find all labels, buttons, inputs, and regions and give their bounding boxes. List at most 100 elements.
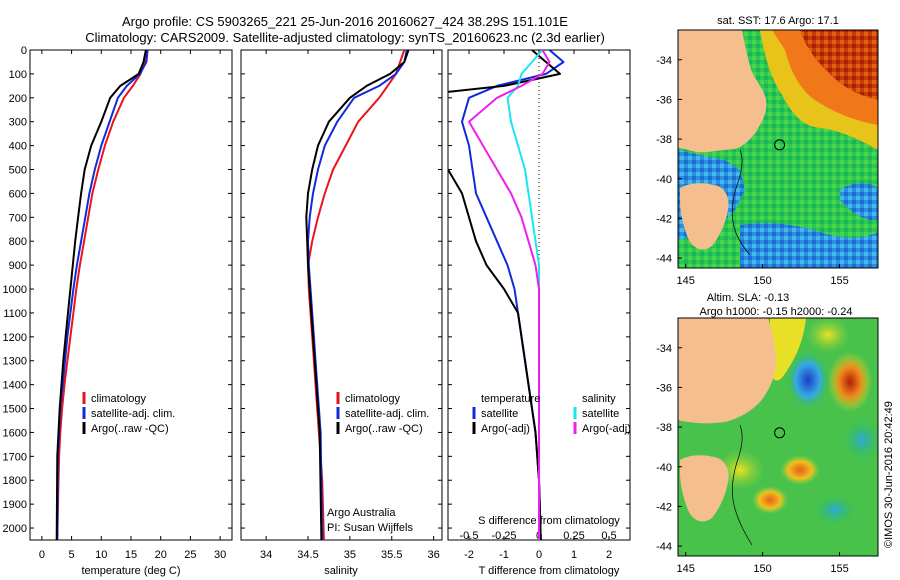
sla-field [678, 318, 878, 556]
sla-map-ticks: 145 150 155 -34 -36 -38 -40 -42 -44 [656, 343, 849, 575]
sst-field [678, 30, 878, 268]
s-tick-label: 0.5 [601, 530, 616, 542]
annotation-argo-australia: Argo Australia [327, 507, 396, 519]
legend-header-temperature: temperature [481, 393, 540, 405]
legend-label-satellite-clim: satellite-adj. clim. [91, 408, 175, 420]
depth-tick-label: 1600 [3, 427, 27, 439]
sst-cold-patch-south [740, 223, 878, 268]
x-tick-label: 15 [125, 549, 137, 561]
s-tick-label: 0.25 [563, 530, 584, 542]
sla-low-anomaly [786, 350, 830, 410]
salinity-axes [240, 49, 443, 541]
lat-tick-label: -34 [656, 55, 672, 67]
series-argo-adj--line [448, 50, 561, 540]
depth-tick-label: 1200 [3, 332, 27, 344]
temperature-axes [29, 49, 233, 541]
lat-tick-label: -38 [656, 134, 672, 146]
lon-tick-label: 145 [677, 563, 695, 575]
sla-map-title-1: Altim. SLA: -0.13 [707, 292, 790, 304]
series-climatology-line [56, 50, 148, 540]
temperature-panel: 0 5 10 15 20 25 30 [39, 50, 226, 561]
sla-orange-patch [780, 455, 820, 485]
x-tick-label: 0 [536, 549, 542, 561]
depth-tick-label: 200 [9, 93, 27, 105]
imos-credit: ©IMOS 30-Jun-2016 20:42:49 [883, 401, 895, 548]
depth-tick-label: 100 [9, 69, 27, 81]
sla-map-title-2: Argo h1000: -0.15 h2000: -0.24 [700, 306, 853, 318]
sla-mainland [678, 318, 776, 424]
salinity-panel: 34 34.5 35 35.5 36 [260, 50, 440, 561]
sla-isobath [732, 424, 753, 546]
salinity-xlabel: salinity [324, 565, 358, 577]
x-tick-label: 5 [69, 549, 75, 561]
sst-map-frame [677, 29, 879, 269]
depth-tick-label: 900 [9, 260, 27, 272]
sst-map: sat. SST: 17.6 Argo: 17.1 145 150 155 -34 -3… [656, 15, 879, 287]
series-group [448, 50, 565, 540]
legend-label-argo: Argo(..raw -QC) [91, 423, 169, 435]
x-tick-label: 0 [39, 549, 45, 561]
series-argo-adj--line [468, 50, 551, 540]
lat-tick-label: -34 [656, 343, 672, 355]
depth-tick-label: 1400 [3, 380, 27, 392]
legend-label-t-argo: Argo(-adj) [481, 423, 530, 435]
depth-tick-label: 0 [21, 45, 27, 57]
figure-title-line1: Argo profile: CS 5903265_221 25-Jun-2016… [122, 14, 568, 29]
sla-yellow-patch [806, 318, 850, 353]
depth-tick-label: 2000 [3, 523, 27, 535]
series-group [55, 50, 149, 540]
lon-tick-label: 150 [753, 275, 771, 287]
depth-tick-label: 1800 [3, 475, 27, 487]
x-tick-label: 34 [260, 549, 272, 561]
lat-tick-label: -44 [656, 541, 672, 553]
depth-tick-label: 500 [9, 165, 27, 177]
x-tick-label: 25 [184, 549, 196, 561]
temperature-legend: climatology satellite-adj. clim. Argo(..… [82, 392, 175, 435]
lat-tick-label: -44 [656, 253, 672, 265]
series-satellite-line [461, 50, 565, 540]
lat-tick-label: -42 [656, 501, 672, 513]
lon-tick-label: 155 [830, 275, 848, 287]
depth-tick-label: 1500 [3, 404, 27, 416]
sst-isobath [731, 149, 751, 256]
temperature-xlabel: temperature (deg C) [81, 565, 180, 577]
sla-high-anomaly [828, 352, 872, 412]
lat-tick-label: -38 [656, 422, 672, 434]
lat-tick-label: -40 [656, 462, 672, 474]
series-argo-raw-qc--line [55, 50, 147, 540]
depth-axis: 0 100 200 300 400 500 600 700 800 900 1000 1100 1200… [3, 45, 630, 535]
sla-map-frame [677, 317, 879, 557]
depth-tick-label: 1900 [3, 499, 27, 511]
lat-tick-label: -40 [656, 174, 672, 186]
depth-tick-label: 1000 [3, 284, 27, 296]
sla-coastal-band [770, 318, 806, 381]
legend-label-argo: Argo(..raw -QC) [345, 423, 423, 435]
argo-position-marker [774, 139, 786, 151]
depth-tick-label: 300 [9, 117, 27, 129]
depth-tick-label: 700 [9, 212, 27, 224]
sla-map: Altim. SLA: -0.13 Argo h1000: -0.15 h200… [656, 292, 879, 575]
lat-tick-label: -36 [656, 382, 672, 394]
lon-tick-label: 155 [830, 563, 848, 575]
x-tick-label: 30 [214, 549, 226, 561]
series-group [305, 50, 410, 540]
x-tick-label: 35.5 [381, 549, 402, 561]
sla-cyan-patch-2 [813, 494, 857, 526]
x-tick-label: 36 [428, 549, 440, 561]
x-tick-label: 20 [155, 549, 167, 561]
sla-cyan-patch [842, 418, 878, 462]
series-argo-raw-qc--line [305, 50, 410, 540]
lon-tick-label: 150 [753, 563, 771, 575]
depth-tick-label: 400 [9, 141, 27, 153]
legend-label-t-satellite: satellite [481, 408, 518, 420]
depth-tick-label: 600 [9, 188, 27, 200]
x-tick-label: -1 [499, 549, 509, 561]
legend-label-climatology: climatology [345, 393, 401, 405]
x-tick-label: 10 [95, 549, 107, 561]
figure-title-line2: Climatology: CARS2009. Satellite-adjuste… [85, 30, 605, 45]
series-satellite-adj-clim--line [56, 50, 149, 540]
x-tick-label: 2 [606, 549, 612, 561]
difference-xlabel: T difference from climatology [479, 565, 620, 577]
sst-map-ticks: 145 150 155 -34 -36 -38 -40 -42 -44 [656, 55, 849, 287]
